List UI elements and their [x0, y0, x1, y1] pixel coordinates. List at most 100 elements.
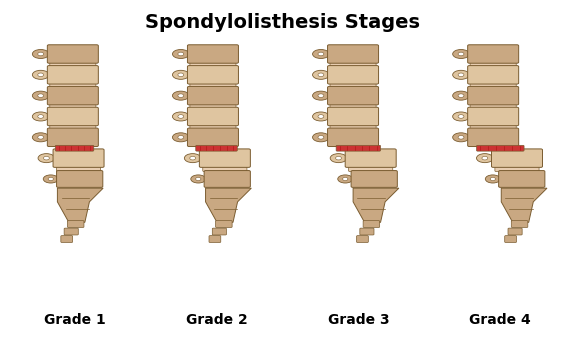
Ellipse shape [318, 136, 324, 139]
Ellipse shape [318, 52, 324, 56]
FancyBboxPatch shape [468, 128, 518, 146]
FancyBboxPatch shape [50, 104, 96, 109]
FancyBboxPatch shape [190, 83, 236, 88]
Ellipse shape [336, 156, 341, 160]
Ellipse shape [312, 112, 329, 121]
Text: Grade 2: Grade 2 [186, 313, 247, 327]
FancyBboxPatch shape [48, 66, 98, 84]
FancyBboxPatch shape [64, 228, 78, 235]
Ellipse shape [490, 177, 495, 180]
FancyBboxPatch shape [330, 83, 376, 88]
Ellipse shape [38, 115, 44, 118]
FancyBboxPatch shape [187, 107, 238, 126]
FancyBboxPatch shape [190, 125, 236, 130]
FancyBboxPatch shape [57, 167, 101, 171]
FancyBboxPatch shape [495, 167, 539, 171]
FancyBboxPatch shape [336, 145, 380, 151]
FancyBboxPatch shape [328, 86, 379, 105]
FancyBboxPatch shape [330, 125, 376, 130]
FancyBboxPatch shape [187, 86, 238, 105]
Ellipse shape [453, 50, 469, 59]
Ellipse shape [453, 70, 469, 79]
FancyBboxPatch shape [190, 62, 236, 67]
FancyBboxPatch shape [470, 104, 516, 109]
FancyBboxPatch shape [491, 149, 542, 167]
FancyBboxPatch shape [48, 86, 98, 105]
Ellipse shape [38, 136, 44, 139]
Ellipse shape [330, 154, 347, 163]
Ellipse shape [458, 94, 464, 98]
FancyBboxPatch shape [345, 149, 396, 167]
FancyBboxPatch shape [209, 236, 221, 243]
FancyBboxPatch shape [48, 45, 98, 63]
Ellipse shape [485, 175, 500, 183]
FancyBboxPatch shape [328, 107, 379, 126]
FancyBboxPatch shape [55, 145, 94, 151]
FancyBboxPatch shape [61, 236, 72, 243]
Polygon shape [205, 188, 251, 222]
FancyBboxPatch shape [499, 171, 545, 187]
Ellipse shape [178, 73, 184, 77]
FancyBboxPatch shape [360, 228, 374, 235]
FancyBboxPatch shape [505, 236, 517, 243]
Ellipse shape [312, 91, 329, 100]
FancyBboxPatch shape [351, 171, 397, 187]
Ellipse shape [178, 115, 184, 118]
Ellipse shape [453, 133, 469, 142]
Text: Grade 3: Grade 3 [328, 313, 389, 327]
Ellipse shape [173, 133, 189, 142]
Ellipse shape [318, 94, 324, 98]
Polygon shape [353, 188, 399, 222]
FancyBboxPatch shape [470, 62, 516, 67]
FancyBboxPatch shape [212, 228, 226, 235]
Polygon shape [501, 188, 547, 222]
Ellipse shape [173, 112, 189, 121]
Ellipse shape [44, 156, 49, 160]
Ellipse shape [312, 50, 329, 59]
Ellipse shape [458, 52, 464, 56]
FancyBboxPatch shape [477, 145, 524, 151]
FancyBboxPatch shape [57, 171, 103, 187]
FancyBboxPatch shape [50, 83, 96, 88]
Ellipse shape [178, 52, 184, 56]
FancyBboxPatch shape [363, 221, 380, 227]
FancyBboxPatch shape [48, 128, 98, 146]
FancyBboxPatch shape [67, 221, 84, 227]
FancyBboxPatch shape [330, 62, 376, 67]
Ellipse shape [190, 156, 196, 160]
FancyBboxPatch shape [330, 104, 376, 109]
Ellipse shape [32, 50, 49, 59]
FancyBboxPatch shape [204, 171, 250, 187]
Text: Grade 1: Grade 1 [44, 313, 105, 327]
Ellipse shape [477, 154, 493, 163]
Polygon shape [57, 188, 103, 222]
FancyBboxPatch shape [187, 45, 238, 63]
Ellipse shape [312, 70, 329, 79]
Ellipse shape [38, 52, 44, 56]
Text: Grade 4: Grade 4 [469, 313, 531, 327]
Ellipse shape [318, 115, 324, 118]
FancyBboxPatch shape [48, 107, 98, 126]
FancyBboxPatch shape [468, 107, 518, 126]
FancyBboxPatch shape [203, 167, 247, 171]
Ellipse shape [196, 177, 201, 180]
Ellipse shape [178, 94, 184, 98]
Ellipse shape [43, 175, 58, 183]
FancyBboxPatch shape [468, 86, 518, 105]
Ellipse shape [32, 70, 49, 79]
FancyBboxPatch shape [468, 45, 518, 63]
Ellipse shape [338, 175, 353, 183]
FancyBboxPatch shape [187, 128, 238, 146]
Ellipse shape [38, 154, 55, 163]
FancyBboxPatch shape [349, 167, 393, 171]
FancyBboxPatch shape [508, 228, 522, 235]
Ellipse shape [32, 133, 49, 142]
Ellipse shape [342, 177, 348, 180]
FancyBboxPatch shape [190, 104, 236, 109]
Ellipse shape [32, 112, 49, 121]
Ellipse shape [38, 73, 44, 77]
Ellipse shape [32, 91, 49, 100]
FancyBboxPatch shape [357, 236, 368, 243]
FancyBboxPatch shape [328, 45, 379, 63]
Ellipse shape [48, 177, 53, 180]
